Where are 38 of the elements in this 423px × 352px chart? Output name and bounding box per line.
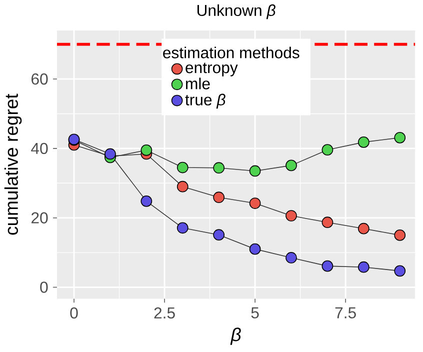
point xyxy=(249,165,261,177)
point xyxy=(358,261,370,273)
point xyxy=(394,132,406,144)
point xyxy=(358,136,370,148)
y-tick-label: 0 xyxy=(40,282,48,293)
point xyxy=(140,144,152,156)
legend-title: estimation methods xyxy=(163,46,300,58)
point xyxy=(322,216,334,228)
x-tick-label: 7.5 xyxy=(335,307,356,318)
x-tick-label: 2.5 xyxy=(154,307,175,318)
point xyxy=(286,160,297,172)
point xyxy=(140,195,152,207)
point xyxy=(286,252,297,264)
point xyxy=(286,210,297,222)
legend-label: true β xyxy=(185,94,226,108)
y-tick-label: 40 xyxy=(31,142,48,154)
point xyxy=(249,197,261,209)
point xyxy=(176,162,188,174)
point xyxy=(394,229,406,241)
chart-title: Unknown β xyxy=(197,4,276,20)
point xyxy=(358,222,370,234)
x-axis-title: β xyxy=(230,328,241,345)
point xyxy=(249,243,261,255)
point xyxy=(322,260,334,272)
x-tick-label: 5 xyxy=(251,307,259,318)
legend-label: entropy xyxy=(186,62,238,76)
legend-label: mle xyxy=(186,78,210,90)
point xyxy=(176,180,188,192)
point xyxy=(176,222,188,234)
x-tick-label: 0 xyxy=(70,307,78,318)
point xyxy=(213,162,225,174)
y-tick-label: 20 xyxy=(32,212,48,224)
y-tick-label: 60 xyxy=(32,73,48,85)
y-axis-title: cumulative regret xyxy=(4,94,22,235)
point xyxy=(213,229,225,240)
point xyxy=(394,265,406,277)
point xyxy=(213,192,225,203)
point xyxy=(322,144,334,156)
